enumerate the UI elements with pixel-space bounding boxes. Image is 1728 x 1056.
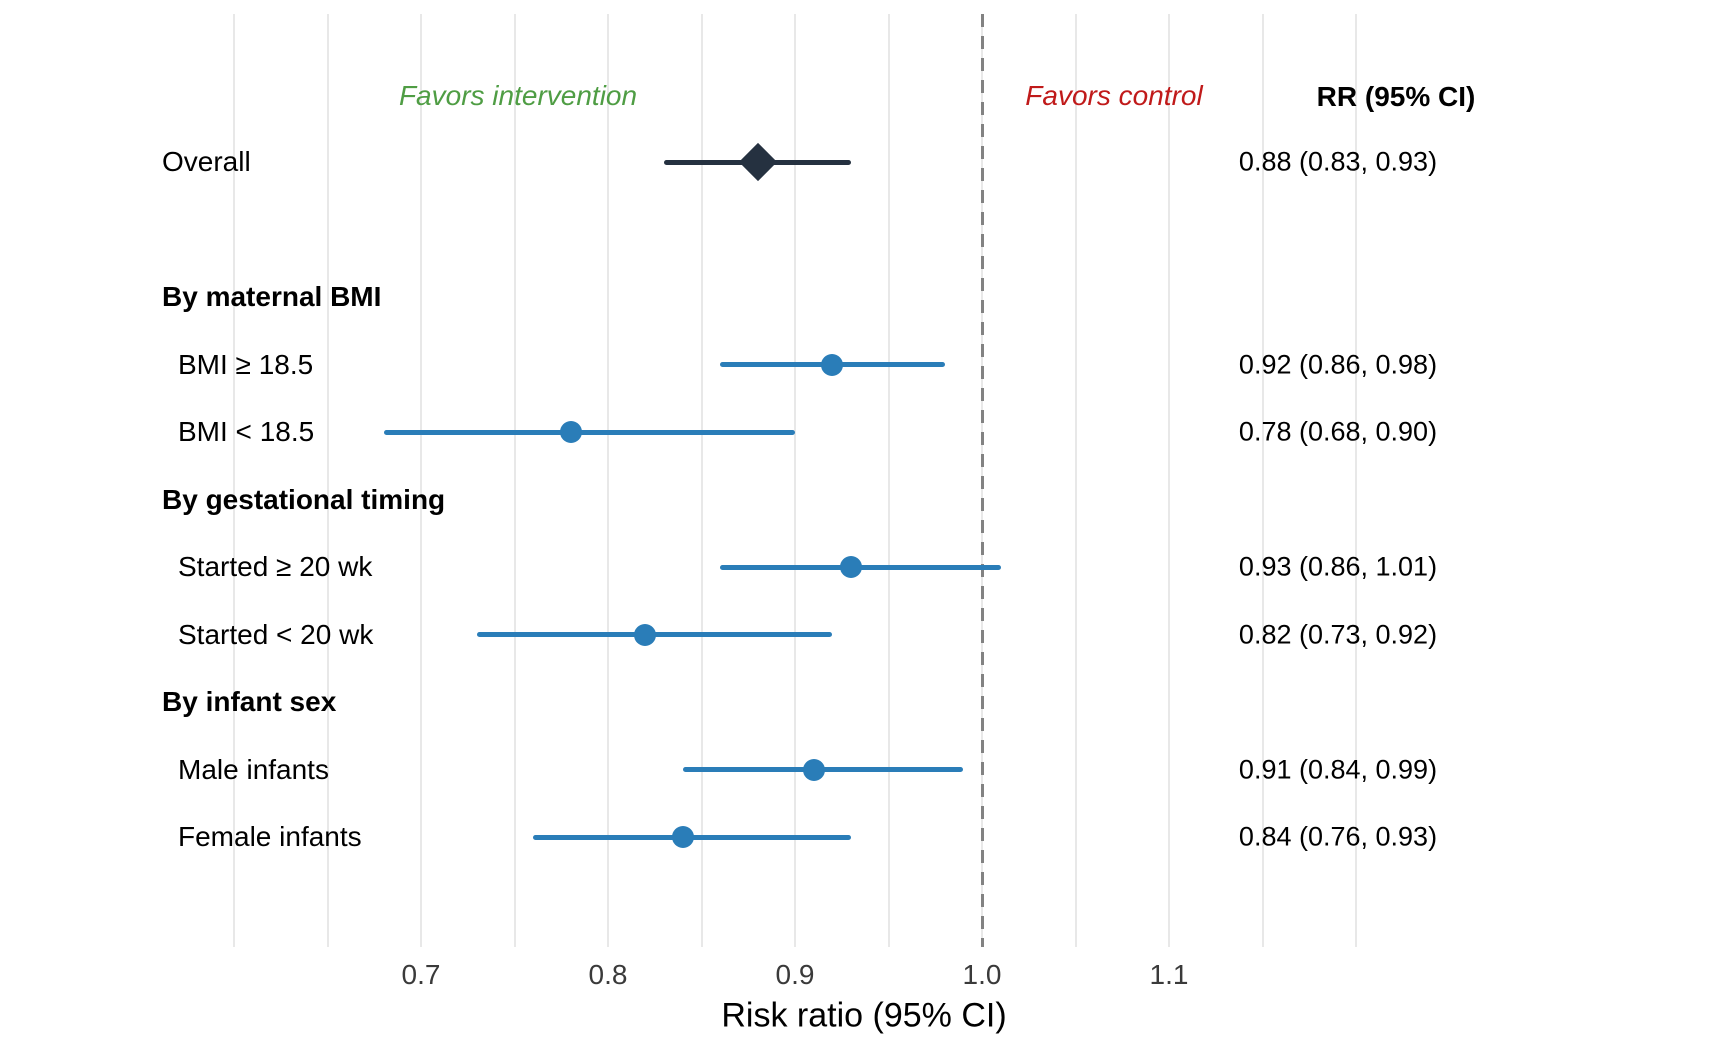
gridline [887, 14, 890, 947]
point-marker [671, 826, 694, 848]
rr-value: 0.82 (0.73, 0.92) [1238, 619, 1438, 649]
favors-intervention-label: Favors intervention [398, 80, 638, 111]
x-tick-label: 0.8 [588, 959, 628, 990]
point-marker [840, 556, 863, 578]
gridline [420, 14, 422, 947]
summary-diamond [738, 142, 777, 182]
rr-value: 0.78 (0.68, 0.90) [1238, 416, 1438, 447]
row-label: Overall [162, 146, 251, 177]
x-tick-label: 0.9 [775, 959, 815, 990]
gridline [700, 14, 703, 947]
point-marker [802, 758, 825, 781]
point-marker [821, 353, 844, 376]
section-header: By maternal BMI [162, 281, 382, 312]
row-label: Started < 20 wk [178, 618, 374, 650]
gridline [607, 14, 609, 947]
section-header: By gestational timing [162, 483, 446, 515]
rr-value: 0.91 (0.84, 0.99) [1238, 754, 1438, 784]
x-axis-title: Risk ratio (95% CI) [721, 996, 1007, 1035]
row-label: Female infants [178, 821, 362, 852]
gridline [1168, 14, 1170, 947]
reference-line [980, 14, 984, 947]
rr-value: 0.88 (0.83, 0.93) [1238, 146, 1438, 177]
row-label: Male infants [178, 753, 329, 785]
row-label: BMI ≥ 18.5 [178, 348, 314, 380]
gridline [1074, 14, 1077, 947]
x-tick-label: 1.1 [1149, 959, 1189, 990]
gridline [513, 14, 516, 947]
gridline [326, 14, 329, 947]
gridline [794, 14, 796, 947]
rr-column-header: RR (95% CI) [1316, 81, 1476, 112]
ci-line [383, 429, 795, 435]
row-label: BMI < 18.5 [178, 416, 315, 447]
gridline [233, 14, 235, 947]
rr-value: 0.84 (0.76, 0.93) [1238, 821, 1438, 852]
gridline [1355, 14, 1357, 947]
point-marker [634, 623, 657, 646]
gridline [1261, 14, 1264, 947]
favors-control-label: Favors control [1025, 80, 1203, 111]
rr-value: 0.92 (0.86, 0.98) [1238, 349, 1438, 379]
row-label: Started ≥ 20 wk [178, 551, 373, 582]
section-header: By infant sex [162, 686, 337, 717]
point-marker [559, 421, 582, 443]
x-tick-label: 0.7 [401, 959, 441, 990]
rr-value: 0.93 (0.86, 1.01) [1238, 551, 1438, 582]
x-tick-label: 1.0 [962, 959, 1002, 990]
